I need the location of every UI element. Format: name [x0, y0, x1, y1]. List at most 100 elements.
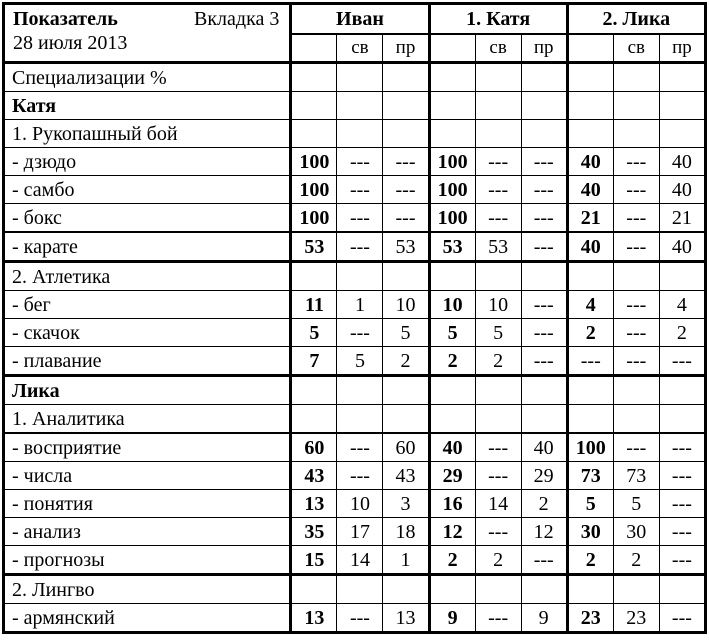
value-cell: ---	[612, 203, 660, 232]
value-cell: ---	[612, 175, 660, 204]
value-cell	[289, 573, 337, 604]
value-cell: ---	[520, 290, 568, 319]
value-cell	[427, 260, 476, 291]
value-cell: 18	[382, 517, 430, 546]
row-label: Лика	[3, 374, 291, 405]
value-cell	[474, 91, 522, 120]
table-row: Специализации %	[3, 62, 706, 92]
value-cell: ---	[612, 147, 660, 176]
value-cell: ---	[336, 603, 383, 633]
value-cell: ---	[336, 461, 383, 490]
header-corner-cell: Показатель Вкладка 3 28 июля 2013	[3, 3, 291, 64]
value-cell: ---	[658, 489, 706, 518]
value-cell: 53	[382, 231, 430, 262]
value-cell	[474, 573, 522, 604]
value-cell: ---	[382, 203, 430, 232]
value-cell: 53	[427, 231, 476, 262]
value-cell: 40	[565, 147, 614, 176]
value-cell: ---	[336, 147, 383, 176]
value-cell: ---	[382, 175, 430, 204]
table-row: 1. Аналитика	[3, 404, 706, 433]
value-cell	[612, 374, 660, 405]
value-cell: 5	[336, 346, 383, 376]
value-cell: ---	[474, 603, 522, 633]
value-cell: ---	[612, 346, 660, 376]
row-label: - скачок	[3, 318, 291, 347]
value-cell: ---	[520, 147, 568, 176]
table-row: 1. Рукопашный бой	[3, 119, 706, 148]
subheader-sv: св	[612, 34, 660, 64]
value-cell: ---	[474, 461, 522, 490]
group-header-ivan: Иван	[289, 3, 430, 35]
value-cell	[336, 260, 383, 291]
value-cell: 53	[289, 231, 337, 262]
value-cell: ---	[658, 517, 706, 546]
value-cell	[565, 260, 614, 291]
value-cell	[427, 119, 476, 148]
value-cell: 40	[427, 432, 476, 462]
row-label: - анализ	[3, 517, 291, 546]
value-cell: 60	[382, 432, 430, 462]
row-label: - числа	[3, 461, 291, 490]
value-cell: 10	[474, 290, 522, 319]
value-cell: 35	[289, 517, 337, 546]
value-cell: 9	[520, 603, 568, 633]
row-label: - карате	[3, 231, 291, 262]
value-cell	[474, 119, 522, 148]
value-cell: 2	[565, 545, 614, 575]
value-cell: 40	[658, 147, 706, 176]
value-cell: ---	[336, 203, 383, 232]
value-cell: 2	[382, 346, 430, 376]
value-cell: 10	[336, 489, 383, 518]
tab-label: Вкладка 3	[193, 8, 280, 30]
value-cell: ---	[474, 147, 522, 176]
value-cell: 40	[565, 175, 614, 204]
value-cell: 5	[289, 318, 337, 347]
value-cell: 5	[382, 318, 430, 347]
subheader-blank	[565, 34, 614, 64]
value-cell: 100	[289, 147, 337, 176]
value-cell: ---	[658, 346, 706, 376]
value-cell: 2	[427, 545, 476, 575]
value-cell	[520, 62, 568, 92]
value-cell: 40	[658, 231, 706, 262]
value-cell: 43	[289, 461, 337, 490]
value-cell: ---	[520, 545, 568, 575]
table-row: - скачок 5 --- 5 5 5 --- 2 --- 2	[3, 318, 706, 347]
value-cell	[612, 404, 660, 433]
table-row: - армянский 13 --- 13 9 --- 9 23 23 ---	[3, 603, 706, 633]
table-title: Показатель	[13, 8, 118, 30]
value-cell: 13	[289, 603, 337, 633]
value-cell: 100	[289, 175, 337, 204]
value-cell: 11	[289, 290, 337, 319]
value-cell	[612, 573, 660, 604]
value-cell: 40	[658, 175, 706, 204]
value-cell: 73	[612, 461, 660, 490]
value-cell: ---	[658, 545, 706, 575]
value-cell: 7	[289, 346, 337, 376]
value-cell	[520, 573, 568, 604]
value-cell	[658, 119, 706, 148]
value-cell	[427, 374, 476, 405]
value-cell	[612, 119, 660, 148]
value-cell: 5	[474, 318, 522, 347]
value-cell: 14	[336, 545, 383, 575]
row-label: 1. Аналитика	[3, 404, 291, 433]
table-row: 2. Лингво	[3, 573, 706, 604]
value-cell	[427, 62, 476, 92]
value-cell: 9	[427, 603, 476, 633]
value-cell: 13	[289, 489, 337, 518]
value-cell: ---	[658, 603, 706, 633]
table-row: - анализ 35 17 18 12 --- 12 30 30 ---	[3, 517, 706, 546]
subheader-sv: св	[336, 34, 383, 64]
value-cell	[658, 62, 706, 92]
value-cell	[565, 91, 614, 120]
value-cell	[382, 260, 430, 291]
value-cell: 1	[382, 545, 430, 575]
table-row: - карате 53 --- 53 53 53 --- 40 --- 40	[3, 231, 706, 262]
value-cell: 13	[382, 603, 430, 633]
value-cell: 2	[520, 489, 568, 518]
table-row: - бег 11 1 10 10 10 --- 4 --- 4	[3, 290, 706, 319]
value-cell: 2	[612, 545, 660, 575]
